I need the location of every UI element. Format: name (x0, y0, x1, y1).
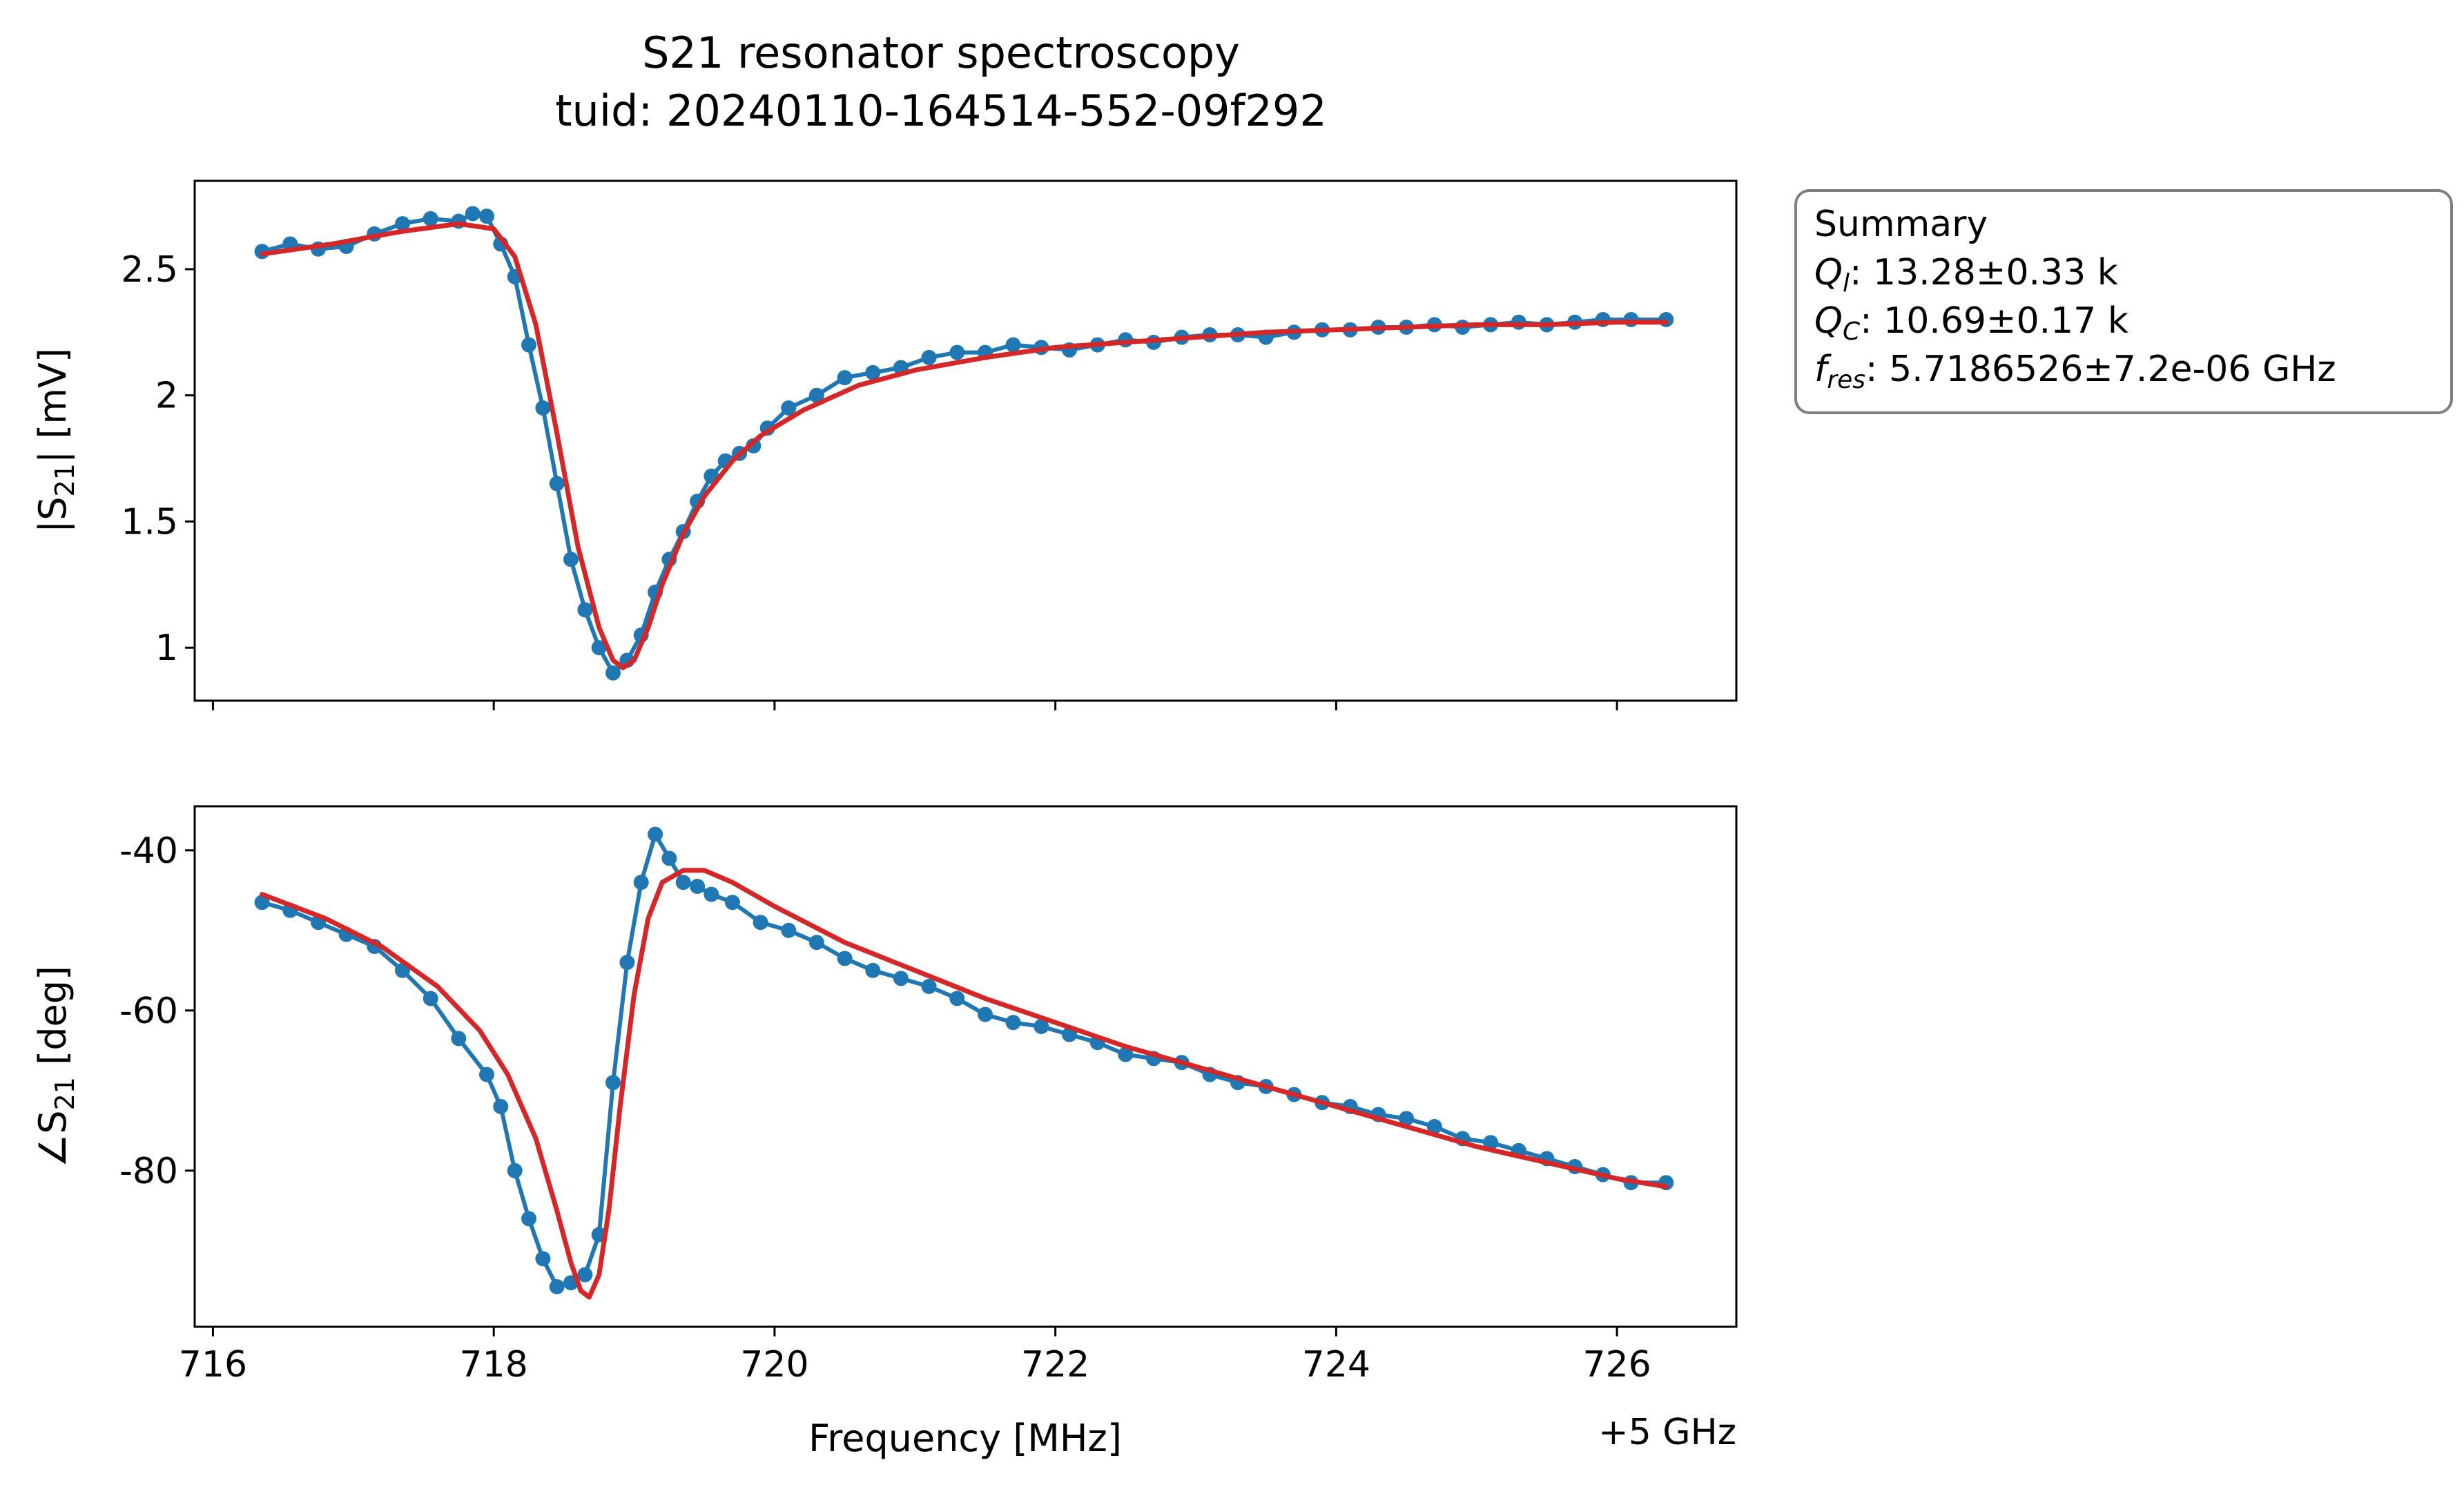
phase-data-point (1005, 1015, 1021, 1031)
phase-axes-frame (193, 805, 1738, 1328)
magnitude-data-point (423, 211, 438, 226)
chart-title-line2: tuid: 20240110-164514-552-09f292 (555, 86, 1327, 136)
magnitude-data-point (1658, 312, 1674, 327)
phase-x-tick-label: 718 (460, 1344, 528, 1385)
phase-data-point (675, 875, 691, 891)
phase-x-tick-label: 720 (740, 1344, 808, 1385)
phase-data-point (661, 850, 677, 866)
phase-plot-area (254, 826, 1674, 1300)
magnitude-y-tick-label: 1 (155, 627, 178, 669)
phase-data-point (1483, 1135, 1499, 1151)
magnitude-y-label: |S21| [mV] (31, 348, 80, 533)
magnitude-data-point (1511, 314, 1526, 330)
magnitude-data-point (465, 206, 481, 222)
magnitude-fit-line (260, 221, 1669, 670)
phase-data-point (633, 875, 649, 891)
phase-data-point (724, 895, 740, 911)
phase-data-point (549, 1279, 565, 1294)
magnitude-data-point (865, 364, 881, 380)
summary-qc-line: QC: 10.69±0.17 k (1814, 300, 2128, 346)
phase-data-point (521, 1211, 536, 1227)
phase-fit-line (260, 868, 1669, 1300)
phase-data-point (493, 1099, 509, 1114)
phase-data-point (479, 1067, 494, 1082)
magnitude-data-point (921, 349, 937, 365)
magnitude-data-point (577, 602, 593, 618)
phase-panel: -80 -60 -40 716 718 720 722 724 726 ∠S21 [deg] F… (31, 805, 1738, 1460)
phase-data-point (690, 879, 706, 894)
magnitude-data-point (1005, 337, 1021, 353)
magnitude-y-tick-label: 2 (155, 376, 178, 417)
phase-data-point (1426, 1119, 1442, 1134)
chart-title-line1: S21 resonator spectroscopy (642, 28, 1240, 78)
summary-legend-box: Summary Ql: 13.28±0.33 k QC: 10.69±0.17 … (1794, 189, 2453, 414)
phase-data-point (577, 1267, 593, 1283)
magnitude-data-point (479, 208, 494, 224)
phase-x-tick-label: 726 (1583, 1344, 1651, 1385)
phase-data-point (893, 971, 909, 986)
phase-data-point (535, 1251, 551, 1267)
phase-data-point (507, 1162, 523, 1178)
magnitude-data-point (949, 344, 965, 360)
phase-y-tick-label: -40 (119, 830, 178, 872)
magnitude-y-tick-label: 1.5 (121, 501, 178, 543)
magnitude-data-point (549, 476, 565, 492)
magnitude-data-point (591, 640, 607, 656)
phase-data-point (704, 886, 719, 902)
phase-ticks: -80 -60 -40 716 718 720 722 724 726 (119, 830, 1651, 1385)
phase-x-tick-label: 724 (1302, 1344, 1370, 1385)
summary-ql-line: Ql: 13.28±0.33 k (1814, 252, 2118, 298)
phase-data-point (1034, 1019, 1049, 1034)
phase-data-point (605, 1075, 621, 1091)
phase-data-point (648, 826, 663, 842)
phase-y-tick-label: -80 (119, 1151, 178, 1192)
phase-data-point (254, 895, 270, 911)
phase-y-tick-label: -60 (119, 991, 178, 1032)
phase-data-point (423, 991, 438, 1006)
phase-data-point (978, 1006, 993, 1022)
magnitude-data-point (837, 370, 853, 386)
magnitude-data-point (535, 400, 551, 416)
phase-data-point (808, 935, 824, 951)
phase-data-point (753, 915, 768, 931)
summary-fres-line: fres: 5.7186526±7.2e-06 GHz (1814, 349, 2336, 394)
magnitude-data-point (808, 387, 824, 403)
magnitude-panel: 1 1.5 2 2.5 |S21| [mV] (31, 179, 1738, 710)
magnitude-data-point (746, 438, 761, 454)
magnitude-data-point (521, 337, 536, 353)
phase-data-point (1118, 1047, 1134, 1062)
phase-data-point (949, 991, 965, 1006)
magnitude-y-tick-label: 2.5 (121, 249, 178, 291)
magnitude-data-point (605, 665, 621, 681)
x-offset-label: +5 GHz (1598, 1412, 1736, 1453)
phase-x-tick-label: 716 (179, 1344, 247, 1385)
phase-data-point (1399, 1111, 1415, 1127)
magnitude-ticks: 1 1.5 2 2.5 (121, 249, 1618, 710)
phase-data-point (781, 922, 797, 938)
phase-x-tick-label: 722 (1021, 1344, 1089, 1385)
magnitude-data-point (1623, 312, 1639, 327)
phase-data-point (837, 951, 853, 966)
magnitude-data-point (781, 400, 797, 416)
phase-data-point (921, 979, 937, 994)
magnitude-data-point (563, 552, 579, 567)
x-axis-label: Frequency [MHz] (808, 1417, 1122, 1460)
magnitude-data-point (395, 216, 410, 232)
phase-data-point (619, 955, 635, 971)
phase-data-point (451, 1031, 467, 1047)
summary-heading: Summary (1814, 204, 1988, 245)
phase-data-point (865, 962, 881, 978)
summary-legend-frame (1794, 189, 2453, 414)
phase-y-label: ∠S21 [deg] (31, 966, 80, 1167)
magnitude-axes-frame (193, 179, 1738, 702)
magnitude-plot-area (254, 206, 1674, 681)
